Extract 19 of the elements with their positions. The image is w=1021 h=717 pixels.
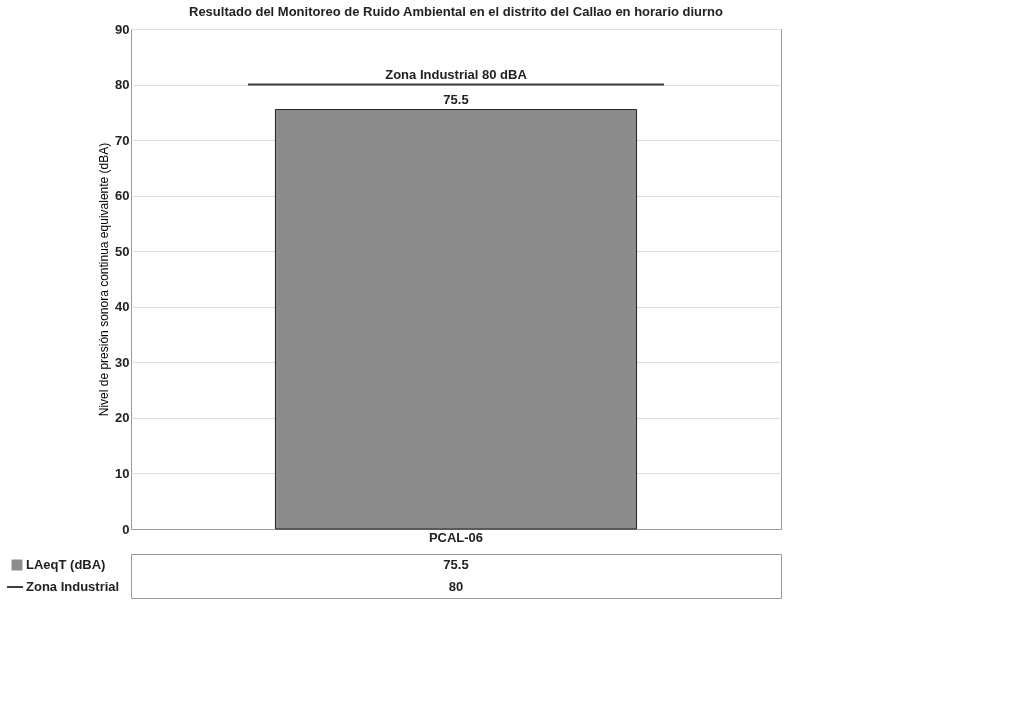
text: 80 — [448, 579, 464, 594]
y-tick-label: 20 — [115, 410, 130, 426]
y-axis-title: Nivel de presión sonora continua equivalente (dBA) — [97, 142, 112, 417]
y-tick-label: 60 — [115, 188, 130, 204]
chart-title: Resultado del Monitoreo de Ruido Ambiental en el distrito del Callao en horario diurno — [188, 4, 724, 19]
x-tick-label: PCAL-06 — [428, 529, 484, 545]
y-tick-label: 30 — [115, 354, 130, 370]
y-tick-label: 80 — [115, 77, 130, 93]
y-tick-label: 0 — [122, 521, 130, 537]
ref-line-label: Zona Industrial 80 dBA — [385, 66, 528, 82]
data-label: 75.5 — [443, 91, 469, 107]
text: Zona Industrial — [26, 579, 120, 594]
legend-label: LAeqT (dBA) — [26, 557, 106, 572]
y-tick-label: 10 — [115, 465, 130, 481]
text: 75.5 — [443, 557, 469, 572]
y-tick-label: 50 — [115, 243, 130, 259]
y-tick-label: 90 — [115, 21, 130, 37]
y-tick-label: 40 — [115, 299, 130, 315]
y-tick-label: 70 — [115, 132, 130, 148]
